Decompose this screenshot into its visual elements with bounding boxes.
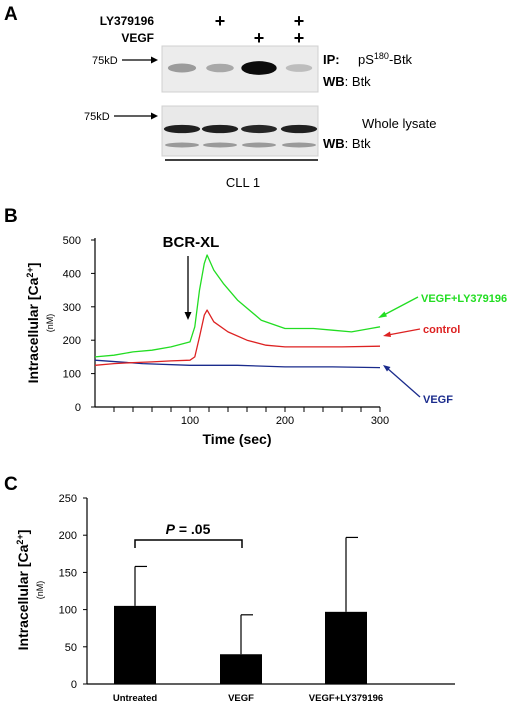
p-value-italic: P [166,521,176,537]
bottom-blot-minor-band-lane-2 [203,142,237,148]
panel-b-ylabel-main: Intracellular [Ca [25,277,41,383]
row-label-vegf: VEGF [121,31,154,45]
legend-label-control: control [423,324,460,336]
panel-c-ytick-label: 100 [59,605,77,617]
legend-arrow-vegf [383,365,421,398]
panel-b-ytick-label: 200 [63,335,81,347]
category-label-vegf-ly379196: VEGF+LY379196 [309,693,383,704]
ip-label-pre: pS [358,52,374,67]
panel-c-ytick-label: 0 [71,679,77,691]
top-bands-lane-4 [285,64,313,72]
panel-c-ylabel-sup: 2+ [15,534,25,544]
legend-arrow-control [383,328,421,337]
significance-bracket [134,539,243,548]
panel-c-ylabel-unit: (nM) [35,581,45,600]
panel-c-letter: C [4,474,18,495]
panel-c-ytick-label: 200 [59,530,77,542]
panel-b-ylabel-unit: (nM) [45,314,55,333]
top-wb-label: WB: Btk [323,74,371,89]
top-bands-lane-2 [206,63,234,73]
bottom-bands-lane-4 [280,124,318,134]
treatment-mark-ly-lane-2: + [215,11,226,31]
panel-b-ytick-label: 0 [75,402,81,414]
category-label-untreated: Untreated [113,693,158,704]
row-label-ly379196: LY379196 [100,14,155,28]
top-blot-marker-arrow [122,56,158,64]
panel-c-ytick-label: 150 [59,567,77,579]
bottom-blot-marker: 75kD [84,111,110,123]
whole-lysate-label: Whole lysate [362,116,436,131]
category-label-vegf: VEGF [228,693,254,704]
panel-b-ytick-label: 100 [63,369,81,381]
series-line-vegf-ly379196 [94,254,381,358]
panel-b-letter: B [4,206,18,227]
panel-b-chart: 0 100 200 300 400 500 100 200 300 [63,235,390,427]
panel-b-ylabel-close: ] [25,263,41,268]
bcr-xl-label: BCR-XL [163,234,220,251]
panel-b-ytick-label: 400 [63,268,81,280]
bottom-bands-lane-1 [163,124,201,134]
panel-c-ylabel-main: Intracellular [Ca [15,544,31,650]
p-value-label: P = .05 [166,521,211,537]
series-line-control [94,309,381,366]
bottom-wb-text: : Btk [345,136,372,151]
panel-c-ylabel: Intracellular [Ca2+] [15,530,31,651]
p-value-text: = .05 [175,521,211,537]
top-wb-text: : Btk [345,74,372,89]
ip-prefix: IP: [323,52,340,67]
treatment-marks: + ++ + [215,11,305,48]
group-label: CLL 1 [226,175,260,190]
panel-c-ytick-label: 50 [65,642,77,654]
panel-c-ylabel-close: ] [15,530,31,535]
ip-label-sup: 180 [374,51,389,61]
treatment-mark-vegf-lane-3: + [254,28,265,48]
legend-label-vegf: VEGF [423,394,453,406]
panel-b-ytick-label: 500 [63,235,81,247]
treatment-mark-ly-lane-4: + [294,11,305,31]
treatment-mark-vegf-lane-4: + [294,28,305,48]
bar-vegf-ly379196 [325,611,367,684]
ip-label-post: -Btk [389,52,413,67]
ip-label: pS180-Btk [358,51,413,67]
bottom-wb-label: WB: Btk [323,136,371,151]
panel-b-ylabel-sup: 2+ [25,267,35,277]
bar-untreated [114,605,156,684]
panel-b-xlabel: Time (sec) [203,431,272,447]
bottom-blot-bands [163,124,318,148]
panel-c-chart: 0 50 100 150 200 250 Untreated VEGF VEGF+LY37919… [59,493,455,704]
bottom-blot-marker-arrow [114,112,158,120]
bottom-blot-minor-band-lane-4 [282,142,316,148]
panel-a-letter: A [4,4,18,25]
bottom-blot-minor-band-lane-3 [242,142,276,148]
bottom-wb-prefix: WB [323,136,345,151]
legend-label-vegf-ly: VEGF+LY379196 [421,293,507,305]
bar-vegf [220,654,262,684]
top-bands-lane-1 [167,63,197,73]
series-line-vegf [94,359,381,369]
panel-b-xtick-label: 200 [276,415,294,427]
panel-c-ytick-label: 250 [59,493,77,505]
panel-b-ylabel: Intracellular [Ca2+] [25,263,41,384]
top-blot-marker: 75kD [92,55,118,67]
top-bands-lane-3 [241,61,277,75]
bottom-bands-lane-3 [241,124,277,134]
bcr-xl-arrow [184,256,192,320]
top-blot-bands [167,61,313,75]
bottom-bands-lane-2 [201,124,239,134]
bottom-blot-minor-band-lane-1 [165,142,199,148]
panel-b-xtick-label: 300 [371,415,389,427]
panel-b-ytick-label: 300 [63,302,81,314]
top-wb-prefix: WB [323,74,345,89]
panel-b-xtick-label: 100 [181,415,199,427]
legend-arrow-vegf-ly [378,296,419,318]
